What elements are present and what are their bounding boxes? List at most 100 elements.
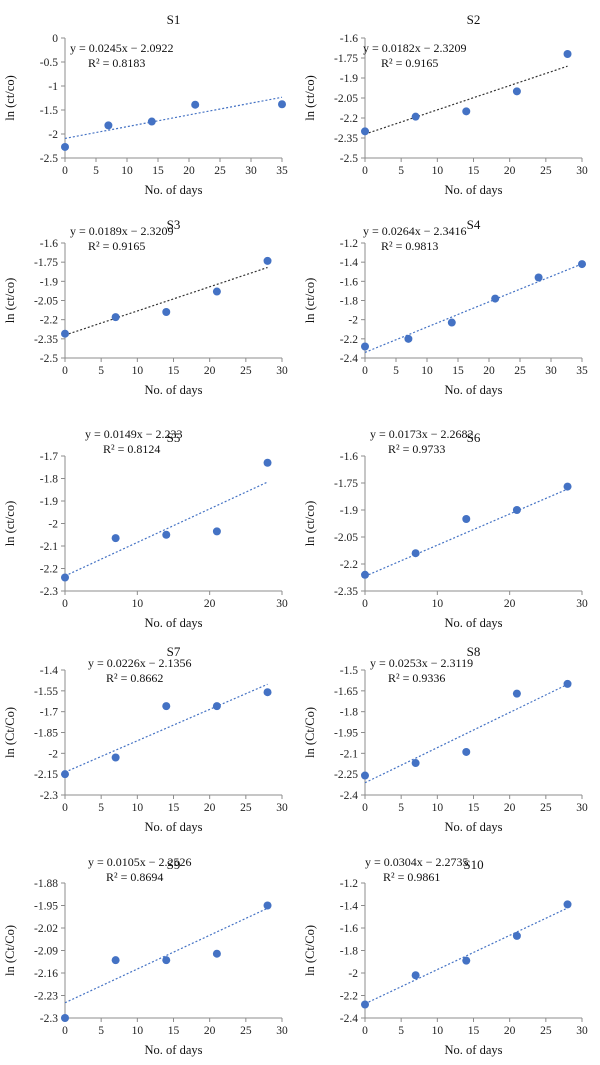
data-point bbox=[404, 334, 413, 343]
data-point bbox=[411, 112, 420, 121]
y-tick-label: -2.5 bbox=[340, 153, 358, 165]
x-tick-label: 5 bbox=[393, 365, 399, 377]
chart-svg: S1 0 -0.5 -1 -1.5 -2 -2.5 0 5 10 15 20 25 30 35 No. of … bbox=[3, 12, 288, 197]
data-point bbox=[462, 747, 471, 756]
y-tick-label: -2 bbox=[348, 968, 358, 980]
trend-equation: y = 0.0105x − 2.2526 bbox=[88, 855, 192, 869]
x-tick-label: 10 bbox=[432, 165, 444, 177]
y-tick-label: -2.35 bbox=[34, 334, 58, 346]
x-tick-label: 35 bbox=[576, 365, 588, 377]
data-point bbox=[278, 100, 286, 109]
r-squared-label: R² = 0.9813 bbox=[381, 239, 438, 253]
chart-panel-s3: S3 -1.6 -1.75 -1.9 -2.05 -2.2 -2.35 -2.5 0 5 10 15 2… bbox=[0, 205, 300, 400]
trend-equation: y = 0.0226x − 2.1356 bbox=[88, 656, 192, 670]
x-tick-label: 5 bbox=[98, 802, 104, 814]
y-tick-label: -1.9 bbox=[40, 496, 58, 508]
chart-panel-s9: S9 -1.88 -1.95 -2.02 -2.09 -2.16 -2.23 -2.3 0 5 10… bbox=[0, 845, 300, 1060]
chart-svg: S5 -1.7 -1.8 -1.9 -2 -2.1 -2.2 -2.3 0 10 20 30 No. o… bbox=[3, 427, 288, 630]
x-tick-label: 10 bbox=[121, 165, 133, 177]
data-point bbox=[512, 931, 521, 940]
r-squared-label: R² = 0.9165 bbox=[381, 56, 438, 70]
data-point bbox=[61, 573, 69, 582]
data-point bbox=[534, 273, 543, 282]
y-tick-label: -1.4 bbox=[40, 665, 58, 677]
x-tick-label: 5 bbox=[398, 1025, 404, 1037]
data-point bbox=[361, 570, 369, 579]
x-tick-label: 20 bbox=[483, 365, 495, 377]
y-axis-label: ln (Ct/Co) bbox=[303, 925, 317, 976]
y-tick-label: -1.6 bbox=[340, 276, 358, 288]
chart-title: S4 bbox=[467, 217, 481, 232]
x-tick-label: 15 bbox=[168, 365, 180, 377]
x-tick-label: 15 bbox=[468, 165, 480, 177]
y-tick-label: -2.09 bbox=[34, 946, 58, 958]
x-tick-label: 10 bbox=[132, 365, 144, 377]
chart-title: S6 bbox=[467, 430, 481, 445]
x-tick-label: 15 bbox=[468, 802, 480, 814]
x-axis-label: No. of days bbox=[445, 820, 503, 834]
chart-panel-s1: S1 0 -0.5 -1 -1.5 -2 -2.5 0 5 10 15 20 25 30 35 No. of … bbox=[0, 0, 300, 200]
r-squared-label: R² = 0.8124 bbox=[103, 442, 160, 456]
y-tick-label: -1.9 bbox=[340, 73, 358, 85]
trendline bbox=[364, 683, 568, 784]
trendline bbox=[64, 907, 268, 1004]
data-point bbox=[361, 342, 369, 351]
y-tick-label: -2.05 bbox=[334, 93, 358, 105]
r-squared-label: R² = 0.9733 bbox=[388, 442, 445, 456]
data-point bbox=[61, 1014, 69, 1022]
x-tick-label: 25 bbox=[514, 365, 526, 377]
chart-title: S9 bbox=[167, 857, 181, 872]
chart-panel-s10: S10 -1.2 -1.4 -1.6 -1.8 -2 -2.2 -2.4 0 5 10 15 20 25 3… bbox=[300, 845, 600, 1060]
x-tick-label: 25 bbox=[540, 1025, 552, 1037]
r-squared-label: R² = 0.9861 bbox=[383, 870, 440, 884]
data-point bbox=[447, 318, 456, 327]
y-tick-label: -1.5 bbox=[340, 665, 358, 677]
data-point bbox=[411, 549, 420, 558]
y-tick-label: -2.35 bbox=[334, 586, 358, 598]
data-point bbox=[104, 121, 113, 130]
data-point bbox=[411, 971, 420, 980]
trendline bbox=[64, 683, 268, 773]
x-tick-label: 20 bbox=[504, 1025, 516, 1037]
x-tick-label: 25 bbox=[214, 165, 226, 177]
chart-panel-s4: S4 -1.2 -1.4 -1.6 -1.8 -2 -2.2 -2.4 0 5 10 15 20 25 30… bbox=[300, 205, 600, 400]
r-squared-label: R² = 0.9336 bbox=[388, 671, 445, 685]
x-tick-label: 20 bbox=[504, 165, 516, 177]
y-tick-label: -2 bbox=[48, 519, 58, 531]
y-axis-label: ln (ct/co) bbox=[3, 278, 17, 323]
y-axis-label: ln (ct/co) bbox=[303, 75, 317, 120]
y-tick-label: -1.4 bbox=[340, 901, 358, 913]
x-tick-label: 30 bbox=[576, 802, 588, 814]
data-point bbox=[111, 753, 120, 762]
data-point bbox=[162, 702, 171, 711]
chart-panel-s8: S8 -1.5 -1.65 -1.8 -1.95 -2.1 -2.25 -2.4 0 5 10 15 2… bbox=[300, 632, 600, 837]
x-tick-label: 20 bbox=[204, 598, 216, 610]
data-point bbox=[111, 313, 120, 322]
x-tick-label: 30 bbox=[276, 598, 288, 610]
y-tick-label: -2.2 bbox=[340, 559, 358, 571]
y-tick-label: -2.3 bbox=[40, 790, 58, 802]
y-tick-label: -2.5 bbox=[40, 153, 58, 165]
x-tick-label: 25 bbox=[540, 802, 552, 814]
trendline bbox=[364, 488, 568, 577]
y-tick-label: -2.2 bbox=[340, 113, 358, 125]
y-tick-label: -2.35 bbox=[334, 133, 358, 145]
x-tick-label: 30 bbox=[276, 802, 288, 814]
y-tick-label: -1.6 bbox=[340, 923, 358, 935]
data-point bbox=[61, 142, 69, 151]
y-tick-label: -2.3 bbox=[40, 586, 58, 598]
x-tick-label: 30 bbox=[576, 165, 588, 177]
data-point bbox=[191, 100, 200, 109]
data-point bbox=[263, 458, 272, 467]
y-tick-label: -0.5 bbox=[40, 57, 58, 69]
trend-equation: y = 0.0182x − 2.3209 bbox=[363, 41, 467, 55]
x-tick-label: 10 bbox=[432, 1025, 444, 1037]
data-point bbox=[162, 308, 171, 316]
y-tick-label: -2.1 bbox=[340, 748, 358, 760]
chart-title: S2 bbox=[467, 12, 481, 27]
chart-svg: S6 -1.6 -1.75 -1.9 -2.05 -2.2 -2.35 0 10 20 30 No. … bbox=[303, 427, 588, 630]
y-tick-label: -2.16 bbox=[34, 968, 58, 980]
y-tick-label: -1.6 bbox=[340, 451, 358, 463]
x-tick-label: 15 bbox=[468, 1025, 480, 1037]
x-tick-label: 30 bbox=[576, 1025, 588, 1037]
